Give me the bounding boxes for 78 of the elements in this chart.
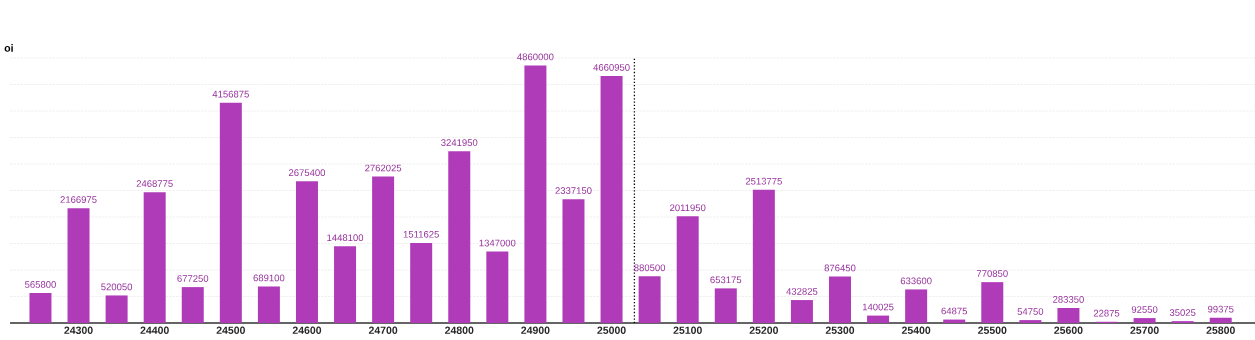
bar	[714, 288, 737, 323]
bar	[638, 276, 661, 323]
x-tick-label: 24900	[521, 326, 550, 334]
x-tick-label: 25000	[597, 326, 626, 334]
data-label: 677250	[177, 275, 209, 282]
bar	[295, 181, 318, 323]
x-tick-label: 24700	[368, 326, 398, 334]
bar	[790, 300, 813, 323]
x-tick-label: 25800	[1206, 326, 1235, 334]
data-label: 1511625	[403, 230, 439, 238]
data-label: 54750	[1017, 308, 1044, 315]
bar	[752, 189, 775, 323]
x-tick-label: 24400	[140, 326, 169, 334]
bar	[524, 65, 547, 323]
bar	[257, 286, 280, 323]
bar	[1209, 317, 1232, 323]
bar	[1133, 318, 1156, 323]
bar	[29, 293, 52, 323]
data-label: 283350	[1053, 296, 1084, 303]
data-label: 64875	[941, 307, 968, 315]
data-label: 633600	[900, 277, 932, 285]
data-label: 2166975	[60, 196, 97, 203]
bar	[676, 216, 699, 323]
data-label: 876450	[824, 264, 856, 272]
data-label: 1347000	[479, 239, 516, 247]
bar	[448, 151, 471, 323]
data-label: 92550	[1131, 306, 1158, 313]
x-tick-label: 24300	[64, 326, 93, 334]
data-label: 4860000	[517, 53, 554, 61]
x-tick-label: 25700	[1130, 326, 1159, 334]
x-tick-label: 25100	[673, 326, 702, 334]
data-label: 140025	[862, 303, 894, 311]
bar	[829, 276, 851, 323]
bar	[372, 176, 395, 323]
data-label: 565800	[24, 281, 56, 288]
bar	[905, 289, 928, 323]
bar	[143, 192, 166, 323]
data-label: 4660950	[593, 64, 630, 71]
data-label: 4156875	[212, 90, 249, 98]
bar	[867, 315, 890, 323]
x-tick-label: 24800	[445, 326, 474, 334]
x-tick-label: 25500	[978, 326, 1007, 334]
data-label: 3241950	[441, 139, 478, 146]
x-tick-label: 25300	[825, 326, 855, 334]
data-label: 770850	[976, 270, 1008, 277]
data-label: 432825	[786, 288, 818, 295]
bar	[67, 208, 90, 323]
bar	[105, 295, 128, 323]
data-label: 689100	[253, 274, 285, 282]
bar	[562, 199, 585, 323]
data-label: 2337150	[555, 187, 592, 194]
bar	[486, 251, 509, 323]
bar	[1019, 320, 1042, 323]
bar	[181, 287, 204, 323]
data-label: 35025	[1169, 309, 1196, 316]
bar	[219, 102, 242, 323]
bar	[600, 75, 623, 323]
data-label: 520050	[101, 283, 133, 291]
data-label: 653175	[710, 276, 742, 284]
data-label: 99375	[1207, 305, 1234, 313]
data-label: 2468775	[136, 180, 173, 187]
x-tick-label: 25400	[901, 326, 931, 334]
bar	[981, 282, 1004, 323]
bar	[334, 246, 357, 323]
data-label: 1448100	[327, 234, 364, 242]
x-tick-label: 24600	[292, 326, 322, 334]
bar	[1057, 307, 1080, 323]
data-label: 2675400	[288, 169, 326, 176]
data-label: 2762025	[365, 164, 402, 172]
x-tick-label: 24500	[216, 326, 245, 334]
data-label: 22875	[1093, 309, 1120, 317]
bar	[410, 242, 433, 323]
x-tick-label: 25200	[749, 326, 779, 334]
data-label: 880500	[634, 264, 666, 272]
data-label: 2011950	[670, 204, 706, 212]
data-label: 2513775	[745, 177, 782, 185]
y-axis-title: oi	[4, 44, 13, 52]
x-tick-label: 25600	[1054, 326, 1083, 334]
